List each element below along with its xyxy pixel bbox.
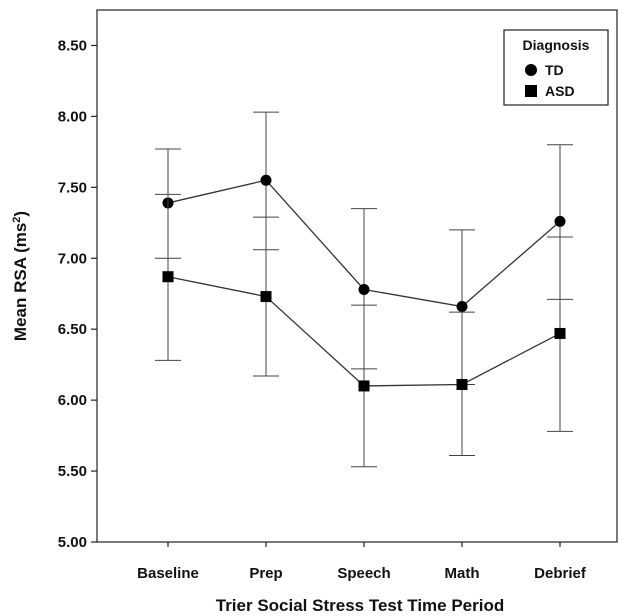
x-tick-label: Math — [445, 565, 480, 582]
data-point — [456, 379, 468, 391]
x-tick-label: Debrief — [534, 565, 587, 582]
x-tick-label: Prep — [249, 565, 282, 582]
plot-frame — [96, 9, 618, 543]
legend-title: Diagnosis — [523, 37, 590, 53]
y-axis-title: Mean RSA (ms2) — [11, 211, 30, 341]
legend-box — [503, 29, 609, 106]
data-point — [554, 327, 566, 339]
legend: Diagnosis TD ASD — [503, 29, 609, 106]
y-tick-label: 6.00 — [58, 392, 87, 409]
data-point — [554, 215, 566, 227]
data-point — [358, 283, 370, 295]
legend-asd-marker — [525, 85, 537, 97]
x-axis-title: Trier Social Stress Test Time Period — [216, 596, 505, 615]
x-tick-label: Speech — [337, 565, 390, 582]
y-tick-label: 8.50 — [58, 37, 87, 54]
x-axis: Baseline Prep Speech Math Debrief — [137, 542, 587, 582]
legend-td-label: TD — [545, 62, 564, 78]
series-layer — [155, 111, 573, 468]
data-point — [260, 174, 272, 186]
x-tick-label: Baseline — [137, 565, 199, 582]
data-point — [162, 271, 174, 283]
y-tick-label: 7.50 — [58, 179, 87, 196]
series-asd — [155, 193, 573, 468]
y-tick-label: 5.50 — [58, 463, 87, 480]
y-tick-label: 6.50 — [58, 321, 87, 338]
data-point — [358, 380, 370, 392]
y-tick-label: 7.00 — [58, 250, 87, 267]
data-point — [260, 291, 272, 303]
y-tick-label: 5.00 — [58, 534, 87, 551]
legend-td-marker — [525, 64, 537, 76]
y-axis: 5.00 5.50 6.00 6.50 7.00 7.50 8.00 8.50 — [58, 37, 97, 551]
data-point — [456, 301, 468, 313]
legend-asd-label: ASD — [545, 83, 575, 99]
y-tick-label: 8.00 — [58, 108, 87, 125]
